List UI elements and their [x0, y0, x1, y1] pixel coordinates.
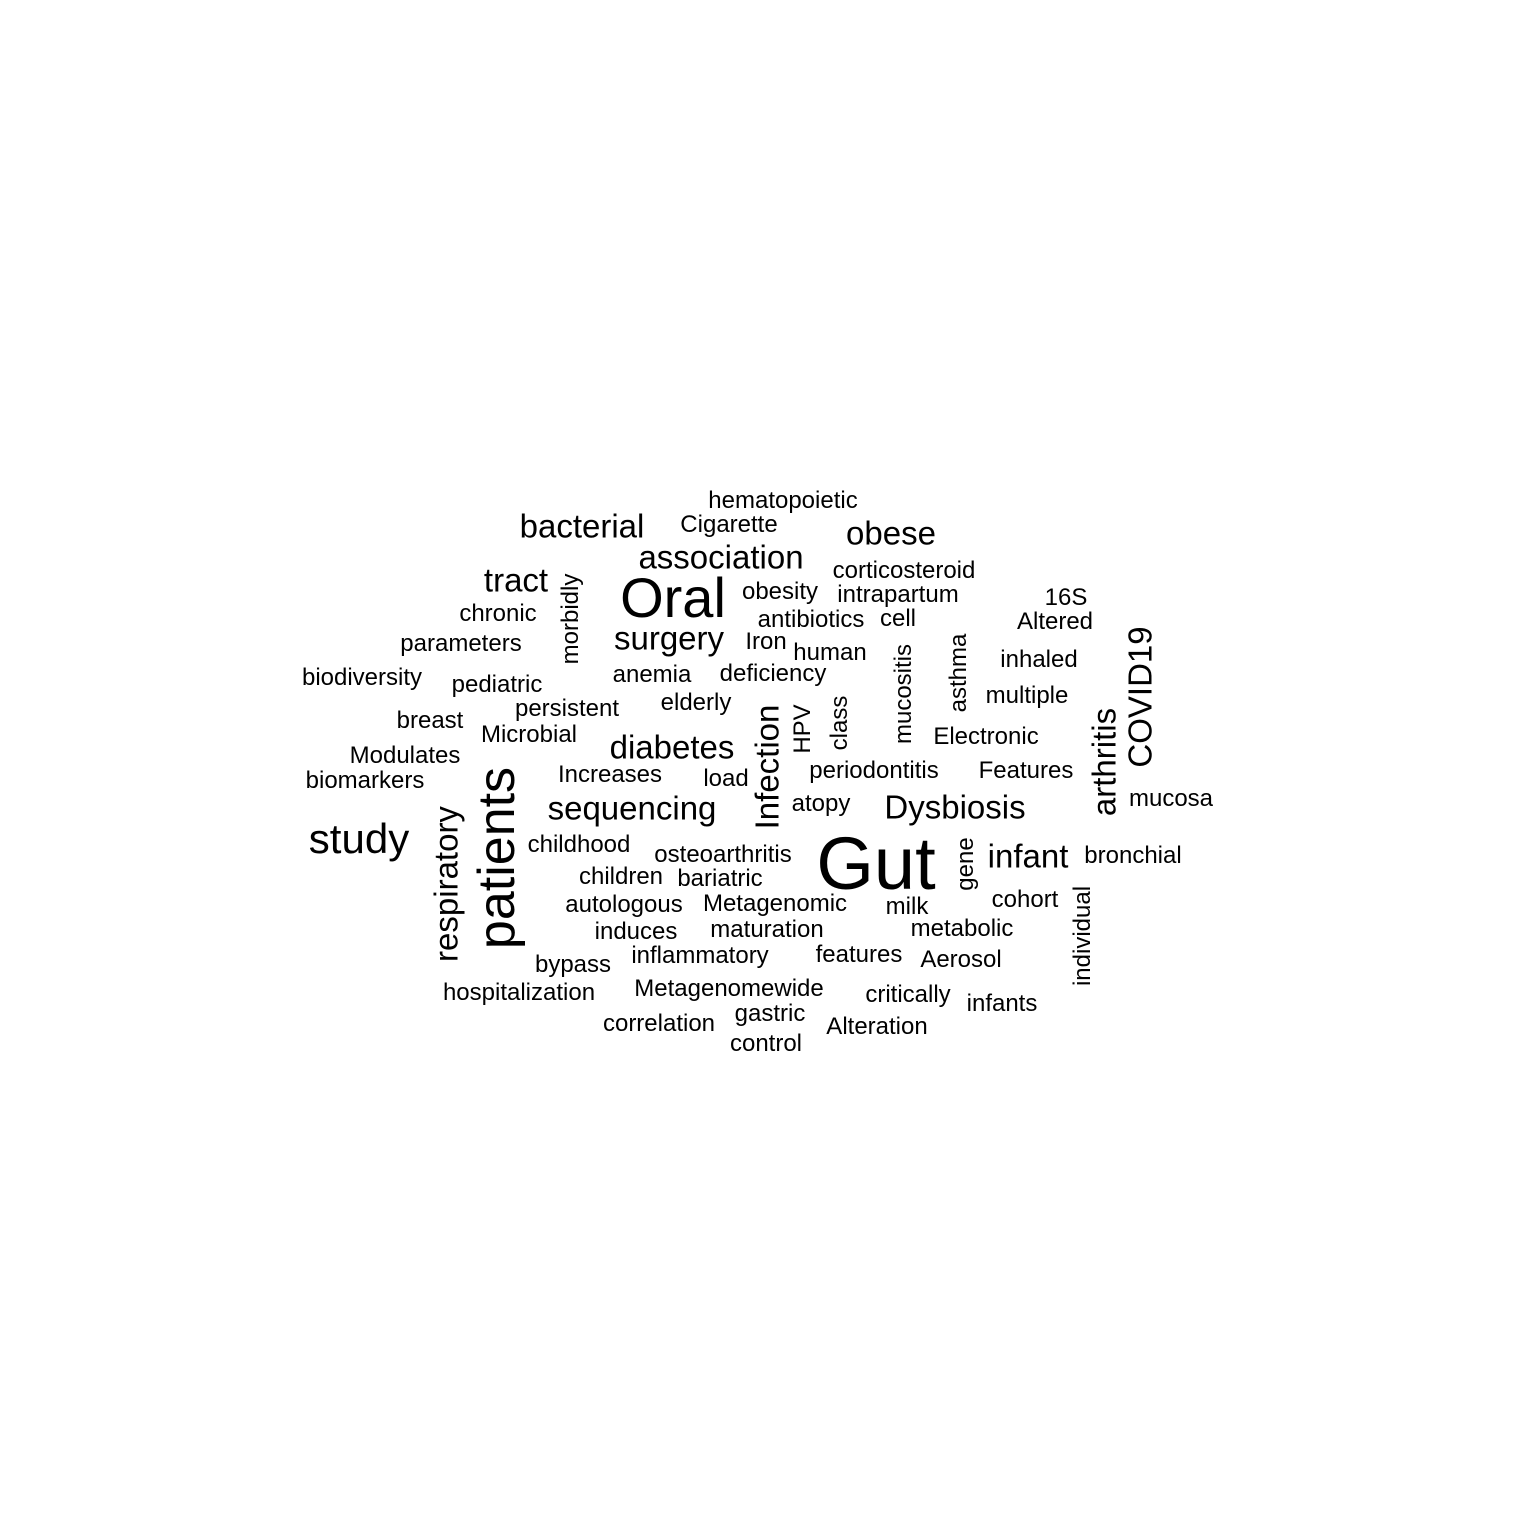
word-atopy: atopy — [791, 790, 851, 817]
word-obese: obese — [846, 514, 936, 552]
word-control: control — [729, 1030, 803, 1057]
word-increases: Increases — [557, 761, 663, 788]
word-study: study — [308, 815, 410, 862]
word-dysbiosis: Dysbiosis — [884, 788, 1026, 826]
word-anemia: anemia — [612, 661, 692, 688]
word-association: association — [638, 538, 804, 576]
word-morbidly: morbidly — [557, 573, 584, 665]
word-metabolic: metabolic — [910, 915, 1014, 942]
word-patients: patients — [468, 766, 526, 950]
word-individual: individual — [1069, 885, 1096, 987]
word-infant: infant — [987, 837, 1069, 875]
word-features: features — [815, 941, 903, 968]
word-surgery: surgery — [613, 619, 725, 657]
word-covid19: COVID19 — [1121, 626, 1159, 768]
word-children: children — [578, 863, 664, 890]
word-maturation: maturation — [710, 916, 824, 943]
word-breast: breast — [396, 707, 464, 734]
word-infants: infants — [966, 990, 1038, 1017]
word-human: human — [793, 639, 867, 666]
word-biomarkers: biomarkers — [305, 767, 425, 794]
word-gastric: gastric — [734, 1000, 806, 1027]
word-correlation: correlation — [602, 1010, 716, 1037]
word-mucosa: mucosa — [1128, 785, 1214, 812]
word-respiratory: respiratory — [427, 806, 465, 962]
word-corticosteroid: corticosteroid — [832, 557, 976, 584]
word-metagenomic: Metagenomic — [702, 890, 848, 917]
word-metagenomewide: Metagenomewide — [634, 975, 824, 1002]
word-asthma: asthma — [945, 633, 972, 713]
word-bacterial: bacterial — [519, 507, 645, 545]
word-gut: Gut — [816, 822, 936, 905]
word-iron: Iron — [745, 628, 787, 655]
word-inhaled: inhaled — [1000, 646, 1078, 673]
word-critically: critically — [865, 981, 951, 1008]
word-diabetes: diabetes — [609, 728, 735, 766]
word-multiple: multiple — [985, 682, 1069, 709]
word-oral: Oral — [620, 566, 726, 629]
word-childhood: childhood — [527, 831, 631, 858]
word-intrapartum: intrapartum — [837, 581, 959, 608]
word-periodontitis: periodontitis — [809, 757, 939, 784]
word-bypass: bypass — [534, 951, 612, 978]
word-biodiversity: biodiversity — [301, 664, 423, 691]
word-deficiency: deficiency — [719, 660, 827, 687]
word-induces: induces — [594, 918, 678, 945]
word-milk: milk — [885, 893, 929, 920]
word-bronchial: bronchial — [1084, 842, 1182, 869]
word-tract: tract — [483, 561, 549, 599]
word-parameters: parameters — [400, 630, 522, 657]
word-hematopoietic: hematopoietic — [708, 487, 858, 514]
word-cell: cell — [879, 605, 917, 632]
word-cigarette: Cigarette — [680, 511, 778, 538]
word-persistent: persistent — [514, 695, 620, 722]
word-electronic: Electronic — [933, 723, 1039, 750]
word-alteration: Alteration — [826, 1013, 928, 1040]
word-modulates: Modulates — [349, 742, 461, 769]
word-osteoarthritis: osteoarthritis — [654, 841, 792, 868]
word-inflammatory: inflammatory — [631, 942, 769, 969]
word-infection: Infection — [748, 704, 786, 830]
word-autologous: autologous — [565, 891, 683, 918]
word-microbial: Microbial — [480, 721, 578, 748]
word-hospitalization: hospitalization — [442, 979, 596, 1006]
word-altered: Altered — [1016, 608, 1094, 635]
word-obesity: obesity — [741, 578, 819, 605]
word-sequencing: sequencing — [547, 789, 717, 827]
word-elderly: elderly — [660, 689, 732, 716]
word-antibiotics: antibiotics — [757, 606, 865, 633]
word-class: class — [826, 695, 853, 751]
word-16s: 16S — [1044, 584, 1088, 611]
word-features-capital: Features — [978, 757, 1074, 784]
word-load: load — [703, 765, 749, 792]
word-arthritis: arthritis — [1085, 707, 1123, 817]
word-mucositis: mucositis — [890, 643, 917, 745]
word-pediatric: pediatric — [451, 671, 543, 698]
word-gene: gene — [952, 837, 979, 891]
word-chronic: chronic — [459, 600, 537, 627]
word-hpv: HPV — [789, 704, 816, 754]
word-cohort: cohort — [991, 886, 1059, 913]
word-aerosol: Aerosol — [920, 946, 1002, 973]
word-bariatric: bariatric — [677, 865, 763, 892]
